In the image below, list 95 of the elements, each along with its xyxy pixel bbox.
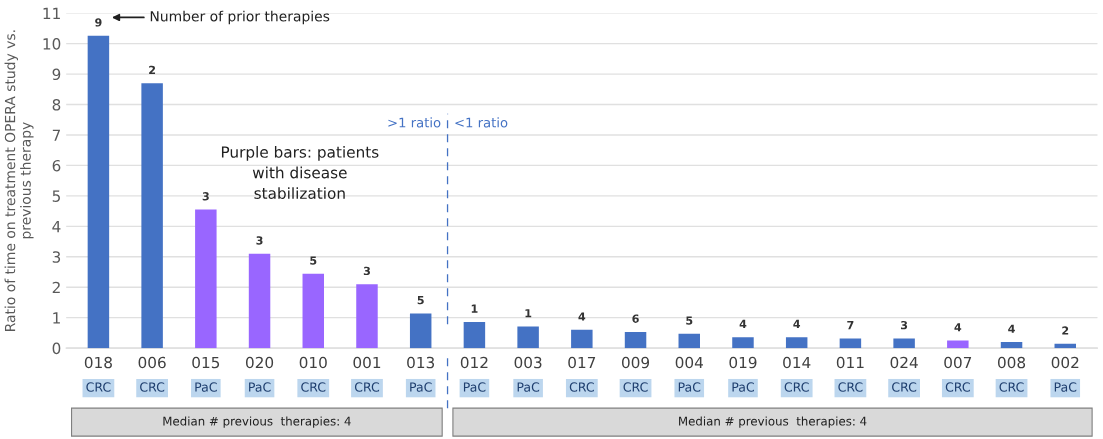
text: CRC — [784, 382, 809, 392]
text: PaC — [1054, 382, 1077, 392]
x-tick-label: 003 — [514, 356, 542, 369]
annotation: <1 ratio — [455, 117, 508, 128]
annotation: 3 — [363, 266, 370, 276]
annotation: 7 — [847, 321, 854, 330]
y-tick-label: 0 — [52, 342, 61, 355]
annotation: 4 — [578, 312, 586, 321]
text: PaC — [678, 382, 701, 392]
text: Median # previous therapies: 4 — [163, 416, 351, 428]
text: CRC — [838, 382, 863, 392]
y-tick-label: 5 — [52, 190, 60, 202]
annotation: 5 — [686, 316, 693, 325]
text: CRC — [623, 382, 648, 392]
y-tick-label: 3 — [52, 251, 61, 263]
annotation: Number of prior therapies — [150, 10, 330, 25]
x-tick-label: 017 — [568, 356, 596, 369]
bar — [409, 313, 432, 349]
y-tick-label: 9 — [52, 68, 61, 81]
annotation: 3 — [202, 192, 209, 201]
annotation: 5 — [417, 296, 424, 305]
x-tick-label: 009 — [621, 356, 650, 369]
bar — [893, 338, 915, 349]
x-tick-label: 020 — [245, 356, 274, 369]
annotation: 3 — [900, 320, 908, 330]
annotation: 1 — [525, 309, 532, 318]
x-tick-label: 012 — [460, 356, 488, 369]
text: PaC — [463, 382, 486, 392]
x-tick-label: 004 — [675, 356, 703, 369]
text: CRC — [569, 382, 594, 392]
text: CRC — [86, 382, 111, 392]
y-tick-label: 11 — [43, 7, 60, 19]
x-tick-label: 011 — [836, 356, 864, 369]
text: CRC — [945, 382, 970, 392]
x-tick-label: 014 — [783, 356, 811, 369]
x-tick-label: 024 — [890, 356, 918, 369]
bar — [678, 333, 700, 349]
text: CRC — [999, 382, 1024, 392]
x-tick-label: 008 — [997, 356, 1026, 369]
y-tick-label: 4 — [52, 220, 61, 233]
text: CRC — [354, 382, 380, 392]
bar — [87, 35, 110, 349]
bar — [785, 337, 808, 349]
annotation: Purple bars: patients with disease stabilization — [221, 145, 379, 199]
bar — [947, 340, 969, 349]
bar — [463, 321, 486, 349]
annotation: 2 — [149, 65, 156, 74]
x-tick-label: 015 — [192, 356, 220, 369]
x-tick-label: 001 — [353, 356, 381, 369]
x-tick-label: 007 — [944, 356, 972, 369]
text: PaC — [732, 382, 754, 392]
bar — [1000, 342, 1023, 349]
text: CRC — [301, 382, 326, 392]
y-tick-label: 1 — [53, 312, 60, 324]
annotation: 4 — [739, 319, 747, 328]
annotation: >1 ratio — [388, 117, 441, 128]
annotation: 4 — [793, 319, 801, 328]
text: PaC — [517, 382, 540, 392]
bar — [517, 326, 539, 349]
text: CRC — [892, 382, 917, 392]
y-tick-label: 10 — [43, 38, 61, 50]
annotation: 6 — [632, 314, 639, 323]
y-tick-label: 7 — [52, 129, 61, 141]
bar — [302, 273, 325, 349]
bar — [732, 337, 754, 349]
x-tick-label: 018 — [84, 356, 112, 369]
x-tick-label: 002 — [1051, 356, 1079, 369]
bar — [356, 284, 378, 349]
annotation: 9 — [95, 18, 102, 27]
bar — [1054, 343, 1076, 349]
bar — [839, 338, 862, 349]
x-tick-label: 010 — [299, 356, 327, 369]
text: CRC — [140, 382, 165, 392]
annotation: 3 — [256, 236, 263, 245]
x-tick-label: 006 — [138, 356, 166, 369]
text: PaC — [249, 382, 271, 392]
x-tick-label: 019 — [729, 356, 757, 369]
annotation: 1 — [471, 304, 478, 313]
text: PaC — [195, 382, 217, 392]
y-tick-label: 6 — [52, 159, 61, 172]
annotation: 2 — [1062, 326, 1069, 335]
text: PaC — [410, 382, 432, 392]
bar — [141, 83, 163, 349]
annotation: 5 — [310, 256, 317, 265]
x-tick-label: 013 — [407, 356, 435, 369]
y-tick-label: 2 — [52, 281, 60, 294]
y-tick-label: 8 — [52, 98, 61, 111]
bar — [624, 331, 647, 349]
bar — [571, 329, 593, 349]
bar — [248, 253, 271, 349]
text: Median # previous therapies: 4 — [679, 416, 867, 428]
y-axis-title: Ratio of time on treatment OPERA study vs. previous therapy — [4, 30, 34, 331]
annotation: 4 — [954, 323, 962, 332]
bar — [195, 209, 217, 349]
annotation: 4 — [1008, 324, 1015, 333]
